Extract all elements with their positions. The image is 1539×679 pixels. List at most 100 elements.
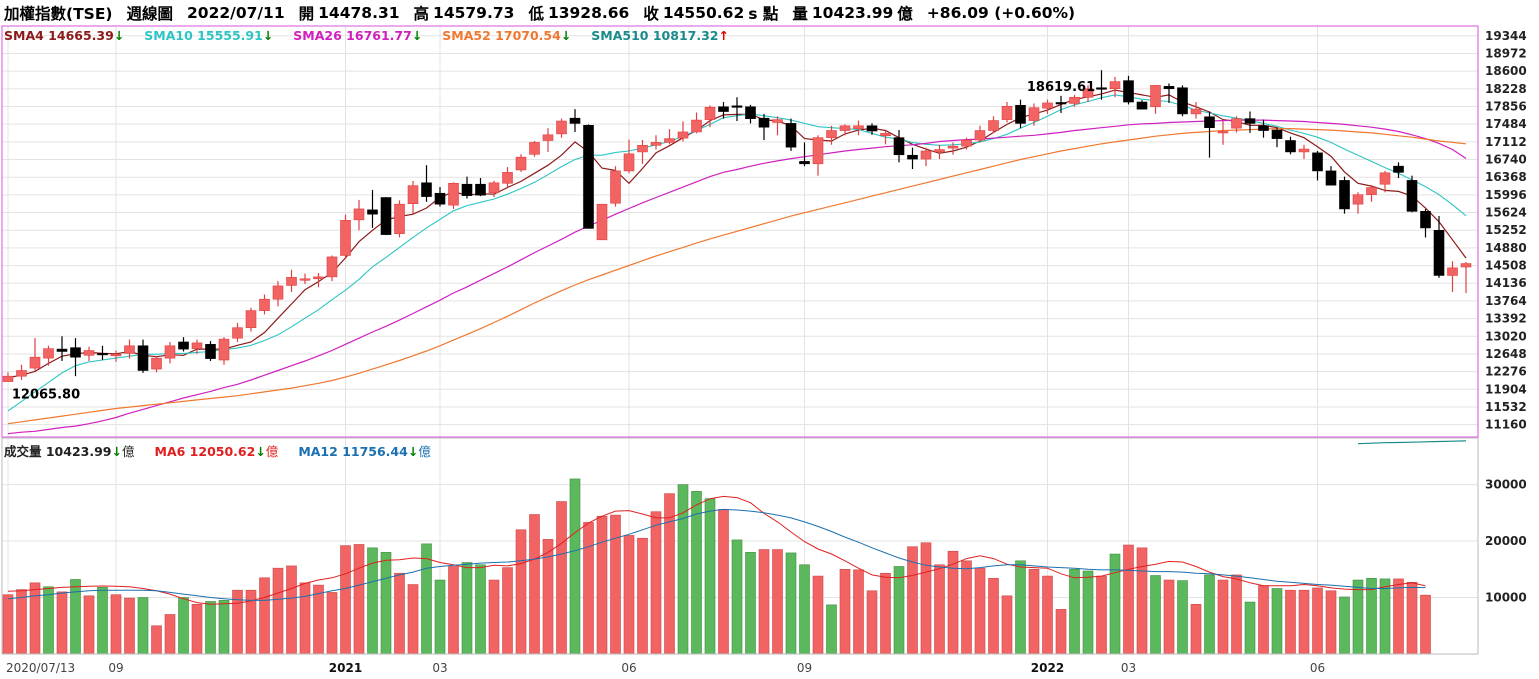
candle-body [1028,107,1040,121]
candle-body [1001,105,1013,120]
volume-bar [272,567,284,655]
price-tick-label: 12648 [1485,347,1527,361]
candle-body [920,150,932,160]
legend-value: 12050.62 [189,444,256,459]
candle-body [758,117,770,128]
open-label: 開 [298,5,315,23]
volume-bar [529,514,540,655]
candle-body [1150,85,1161,108]
volume-bar [731,539,743,655]
arrow-down-icon: ↓ [113,28,125,43]
volume-bar [1339,596,1350,655]
candle [421,165,432,202]
candle-body [1298,148,1310,153]
high-annotation: 18619.61 [1027,80,1095,95]
candle-body [70,347,81,358]
candle-body [421,182,432,197]
candle [137,339,149,373]
candle [164,341,176,364]
volume-tick-label: 10000 [1485,591,1527,605]
legend-value: 15555.91 [197,28,263,43]
candle [677,121,689,142]
x-tick-label: 09 [108,661,123,675]
candle [556,118,567,138]
volume-bar [961,560,972,655]
candle-body [502,172,513,184]
candle [299,273,311,285]
candle-body [367,209,378,215]
candle-body [475,183,486,196]
volume-bar [839,568,851,655]
arrow-down-icon: ↓ [560,28,572,43]
legend-value: 10817.32 [652,28,719,43]
price-panel-frame [1,25,1479,438]
candle-body [272,285,284,300]
legend-name: SMA4 [4,28,49,43]
candle [205,341,216,361]
candle [1258,119,1269,138]
close-value: 14550.62 [662,4,745,22]
candle [826,125,837,145]
x-tick-label: 2022 [1031,661,1064,675]
chart-header: 加權指數(TSE) 週線圖 2022/07/11 開 14478.31 高 14… [0,0,1539,26]
candle [1447,261,1458,293]
candle-body [1393,165,1404,173]
candle [907,147,918,170]
open-value: 14478.31 [318,4,400,22]
volume-bar [974,567,986,655]
candle-body [97,353,108,356]
price-tick-label: 16368 [1485,170,1527,184]
volume-tick-label: 30000 [1485,478,1527,492]
volume-bar [556,501,567,655]
candle [1028,103,1040,126]
candle [124,339,135,359]
volume-bar [1217,579,1229,655]
candle [380,197,392,236]
price-tick-label: 14136 [1485,276,1527,290]
candle-body [299,278,311,281]
candle [650,135,662,150]
candle-body [218,338,230,361]
candle-body [812,137,824,165]
candle [286,269,297,293]
close-label: 收 [643,5,659,23]
volume-ma-line-ma12 [7,508,1426,601]
candle [367,189,378,228]
candle [1433,216,1445,278]
candle [1190,102,1202,119]
candle [407,180,419,214]
candle-body [1096,87,1107,90]
volume-bar [380,552,392,655]
candle-body [178,341,189,350]
price-tick-label: 15624 [1485,206,1527,220]
x-tick-label: 03 [1121,661,1136,675]
candle-body [974,130,986,141]
candle-body [542,134,554,141]
volume-panel-frame [1,437,1479,655]
candle [731,97,743,122]
high-value: 14579.73 [433,4,515,22]
volume-bar [83,595,95,655]
volume-bar [691,491,702,655]
price-tick-label: 16740 [1485,153,1527,167]
candle [29,338,41,371]
candle-body [164,345,176,359]
volume-bar [853,569,864,655]
candle-body [1433,230,1445,276]
candle-body [1312,152,1323,172]
volume-bar [407,584,419,655]
candle [97,345,108,361]
candle [218,337,230,365]
candle [1163,83,1175,103]
legend-item-ma12: MA12 11756.44↓億 [298,441,431,460]
legend-name: MA12 [298,444,343,459]
candle-body [664,138,675,143]
candle [1082,85,1094,103]
candle-body [1136,101,1148,110]
volume-bar [1163,579,1175,655]
candle [664,129,675,145]
volume-bar [2,594,14,655]
price-tick-label: 15252 [1485,223,1527,237]
candle [988,116,999,133]
